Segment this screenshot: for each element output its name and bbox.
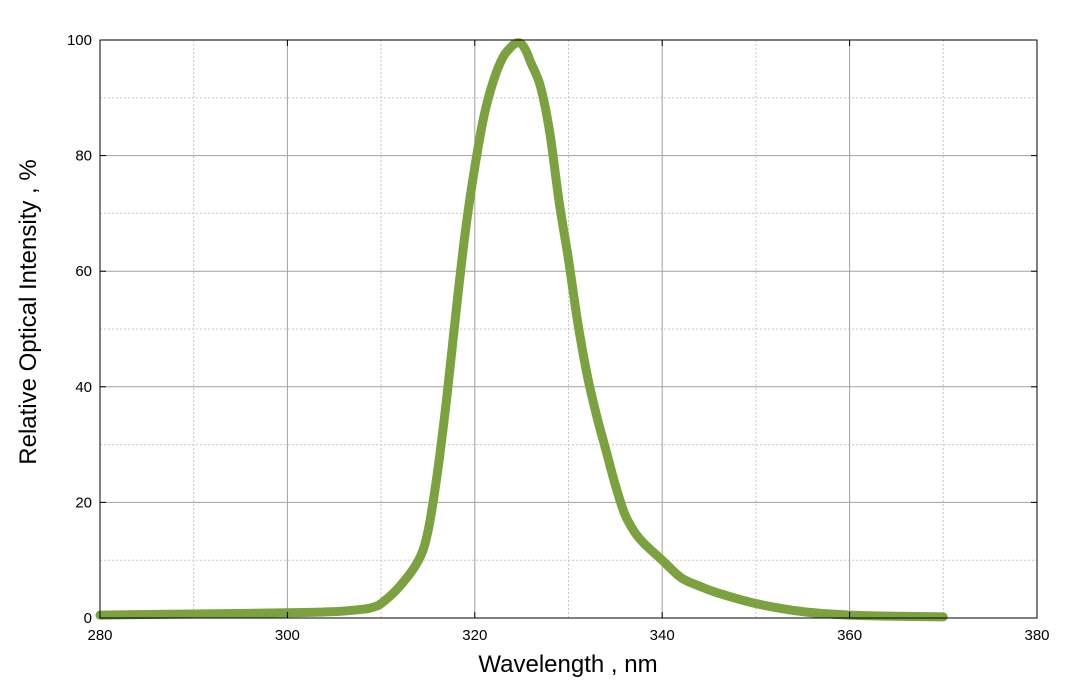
series-layer [95,38,948,622]
major-grid [100,40,1037,618]
y-tick-label: 40 [75,379,92,396]
x-tick-label: 280 [87,627,112,644]
x-tick-label: 360 [837,627,862,644]
plot-frame [99,39,1038,619]
x-axis-title: Wavelength , nm [478,651,657,678]
minor-grid [100,40,1037,618]
y-axis-title: Relative Optical Intensity , % [15,159,42,464]
y-tick-label: 80 [75,148,92,165]
x-tick-label: 340 [650,627,675,644]
x-tick-label: 380 [1024,627,1049,644]
y-tick-labels: 0 20 40 60 80 100 [67,32,92,627]
y-tick-label: 60 [75,263,92,280]
y-tick-label: 0 [84,610,92,627]
x-tick-labels: 280 300 320 340 360 380 [87,627,1049,644]
tick-marks [99,39,1038,619]
y-tick-label: 100 [67,32,92,49]
y-tick-label: 20 [75,494,92,511]
x-tick-label: 300 [275,627,300,644]
series-line [95,38,948,622]
x-tick-label: 320 [462,627,487,644]
